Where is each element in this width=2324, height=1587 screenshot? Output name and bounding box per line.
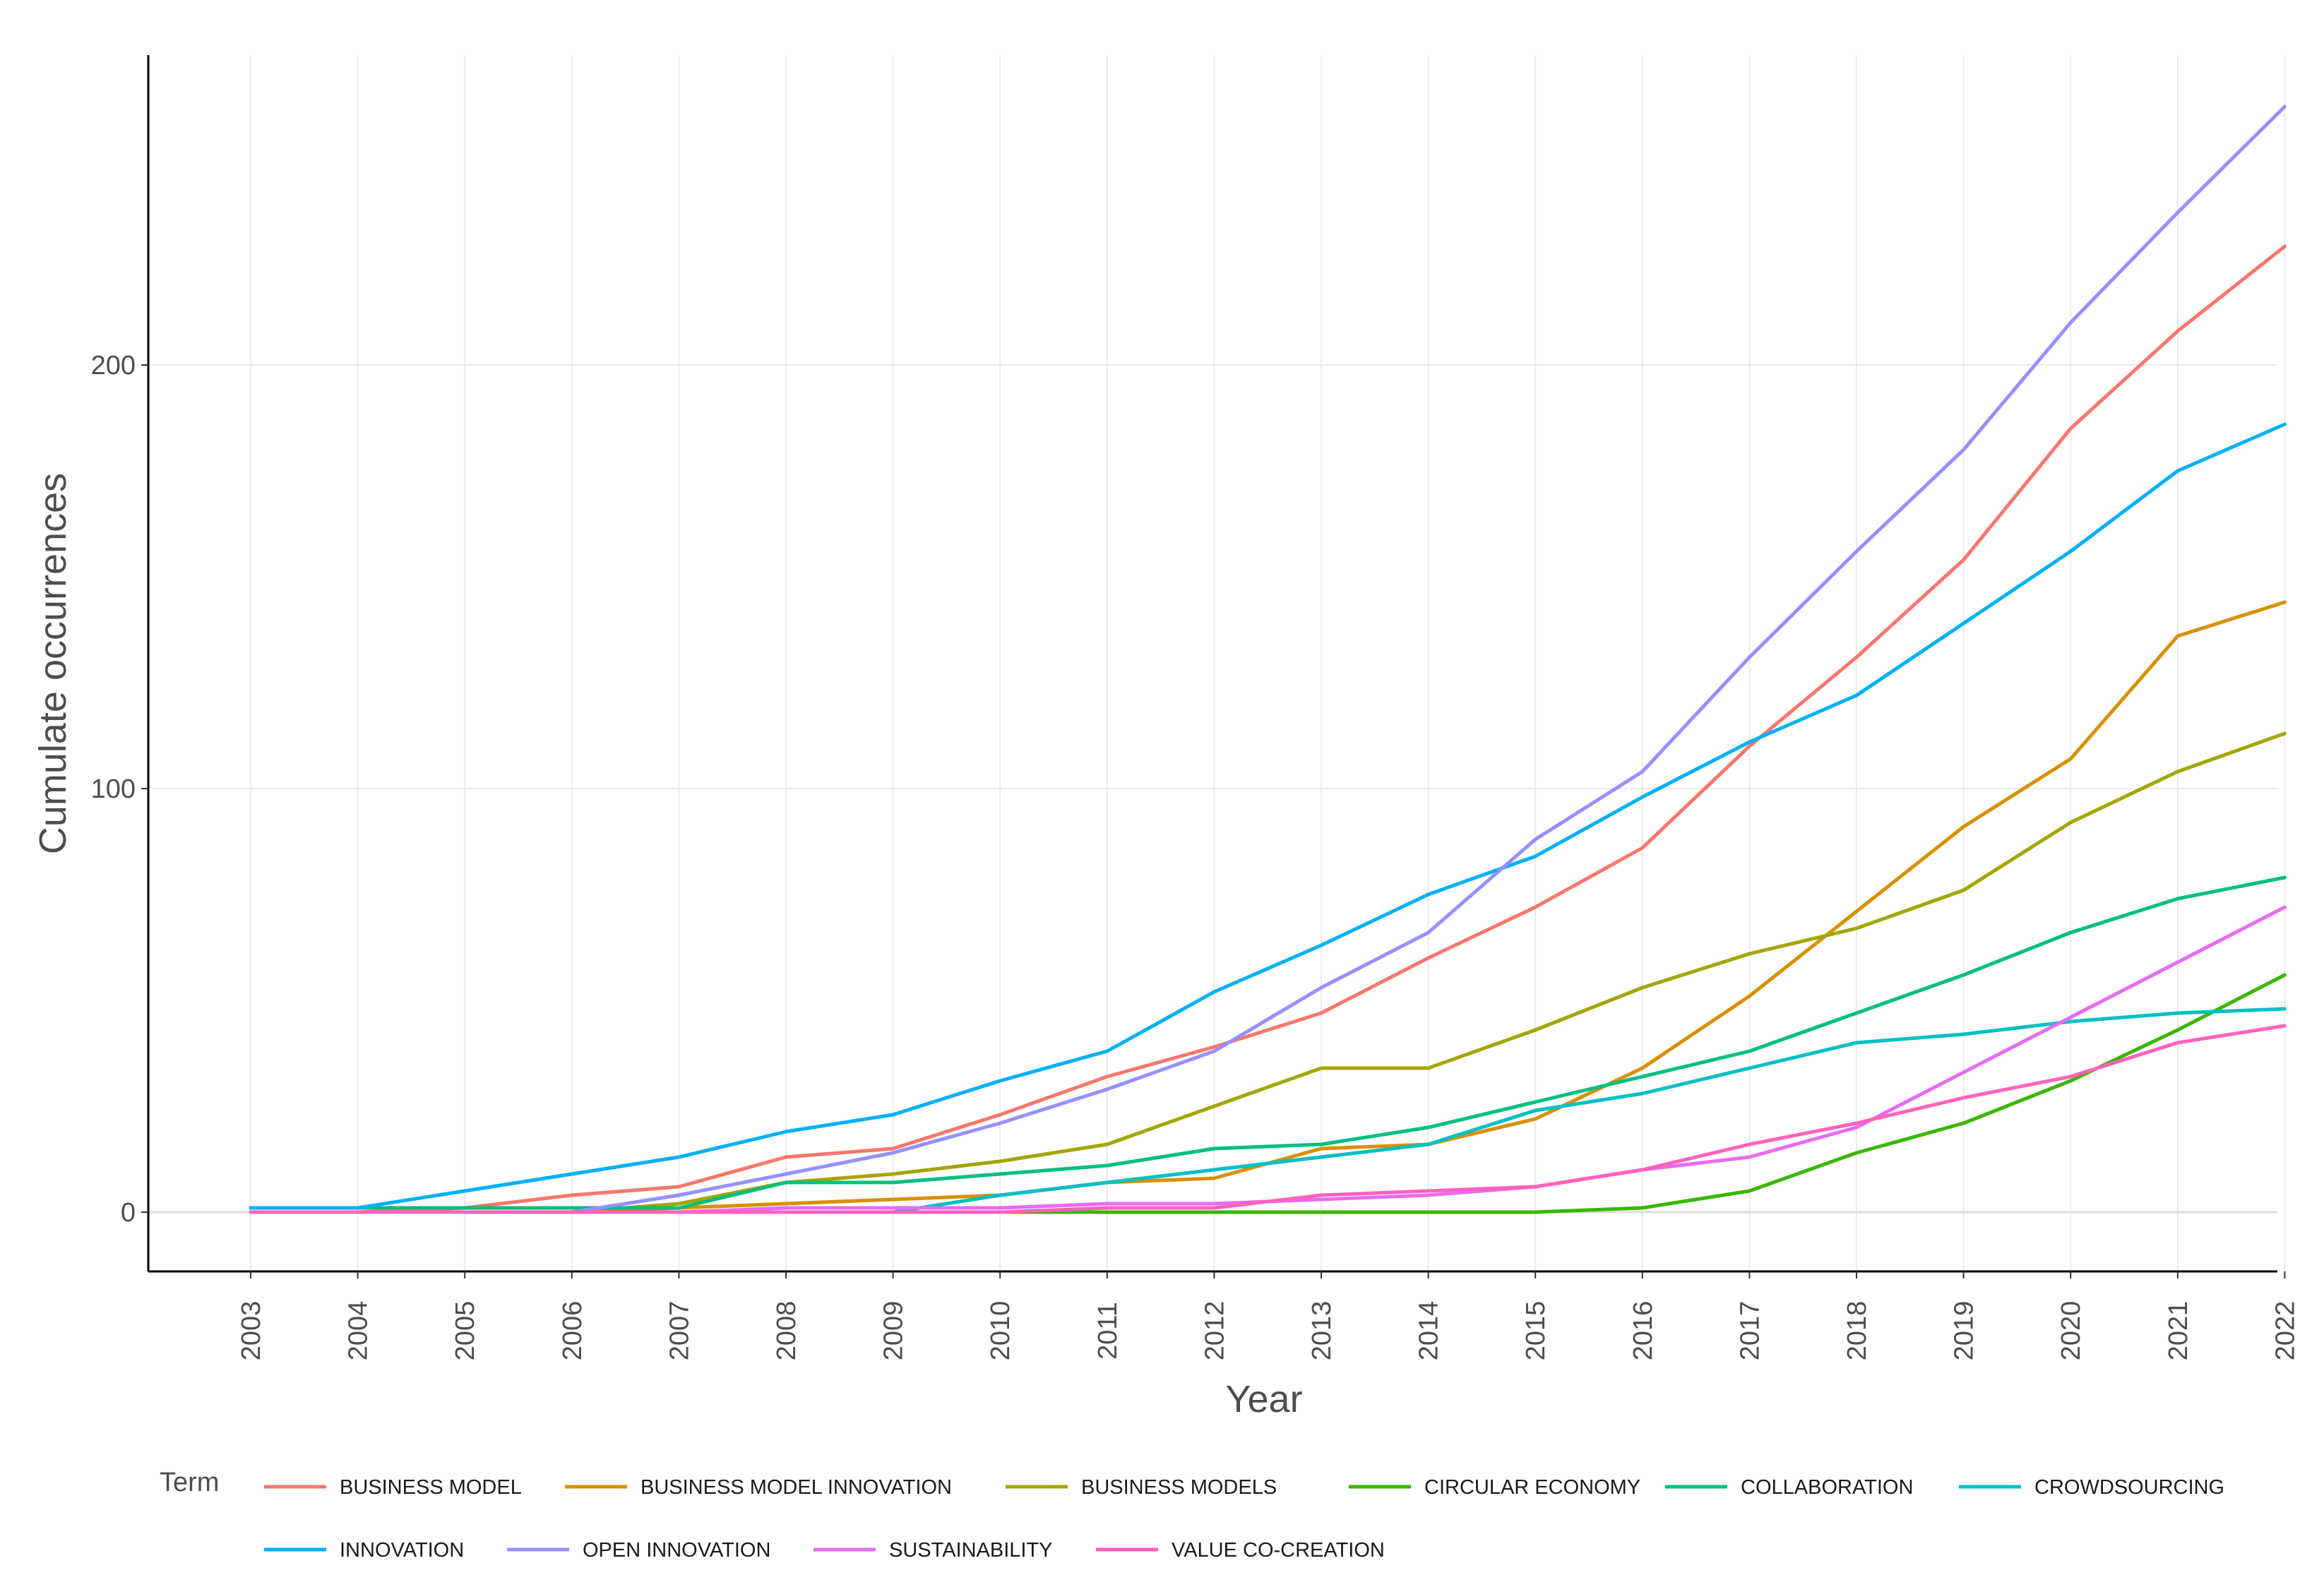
series-line [249,600,2287,1214]
x-tick-label: 2012 [1200,1301,1229,1361]
legend-label: COLLABORATION [1741,1476,1913,1499]
legend-item: COLLABORATION [1665,1476,1913,1499]
x-tick-label: 2004 [344,1301,374,1361]
legend-label: BUSINESS MODELS [1081,1476,1277,1499]
x-tick-label: 2018 [1842,1301,1872,1361]
x-tick-label: 2019 [1950,1301,1979,1361]
x-ticks: 2003 2004 2005 2006 2007 2008 2009 2010 2011 2012… [237,1271,2300,1360]
legend-item: SUSTAINABILITY [814,1539,1053,1562]
series-line [249,422,2287,1210]
axes [147,55,2277,1273]
y-axis-title: Cumulate occurrences [32,473,74,854]
legend-label: OPEN INNOVATION [583,1539,770,1562]
y-tick-label: 100 [91,774,136,804]
series-line [249,104,2287,1214]
x-tick-label: 2017 [1735,1301,1765,1361]
series-lines [249,104,2287,1214]
y-ticks: 0 100 200 [91,351,148,1228]
legend-label: VALUE CO-CREATION [1172,1539,1385,1562]
series-line [249,875,2287,1210]
x-tick-label: 2011 [1093,1302,1123,1360]
grid-lines [148,55,2286,1271]
x-tick-label: 2021 [2164,1301,2193,1361]
y-tick-label: 0 [121,1198,136,1228]
x-tick-label: 2009 [879,1301,909,1361]
series-line [249,1007,2287,1214]
legend-label: BUSINESS MODEL INNOVATION [640,1476,952,1499]
x-tick-label: 2005 [451,1301,480,1361]
series-line [249,731,2287,1214]
series-line [249,905,2287,1214]
x-tick-label: 2014 [1414,1301,1444,1361]
legend-label: SUSTAINABILITY [889,1539,1053,1562]
legend: Term BUSINESS MODEL BUSINESS MODEL INNOVA… [160,1468,2224,1562]
legend-item: OPEN INNOVATION [507,1539,770,1562]
legend-label: CROWDSOURCING [2034,1476,2224,1499]
series-line [249,244,2287,1214]
x-tick-label: 2010 [986,1301,1015,1361]
legend-label: CIRCULAR ECONOMY [1424,1476,1640,1499]
x-tick-label: 2013 [1307,1301,1337,1361]
x-tick-label: 2020 [2056,1301,2086,1361]
x-tick-label: 2008 [772,1301,802,1361]
legend-item: CROWDSOURCING [1959,1476,2224,1499]
legend-item: BUSINESS MODEL INNOVATION [565,1476,952,1499]
x-tick-label: 2015 [1521,1301,1551,1361]
x-tick-label: 2006 [558,1301,588,1361]
legend-item: INNOVATION [264,1539,464,1562]
x-tick-label: 2016 [1628,1301,1658,1361]
legend-label: INNOVATION [340,1539,464,1562]
x-tick-label: 2022 [2270,1301,2300,1361]
series-line [249,1024,2287,1214]
legend-label: BUSINESS MODEL [340,1476,522,1499]
legend-item: BUSINESS MODEL [264,1476,522,1499]
x-tick-label: 2007 [665,1301,694,1361]
legend-item: BUSINESS MODELS [1006,1476,1277,1499]
x-axis-title: Year [1225,1378,1302,1420]
legend-item: CIRCULAR ECONOMY [1349,1476,1640,1499]
x-tick-label: 2003 [237,1301,266,1361]
legend-item: VALUE CO-CREATION [1096,1539,1385,1562]
y-tick-label: 200 [91,351,136,381]
legend-title: Term [160,1468,219,1497]
